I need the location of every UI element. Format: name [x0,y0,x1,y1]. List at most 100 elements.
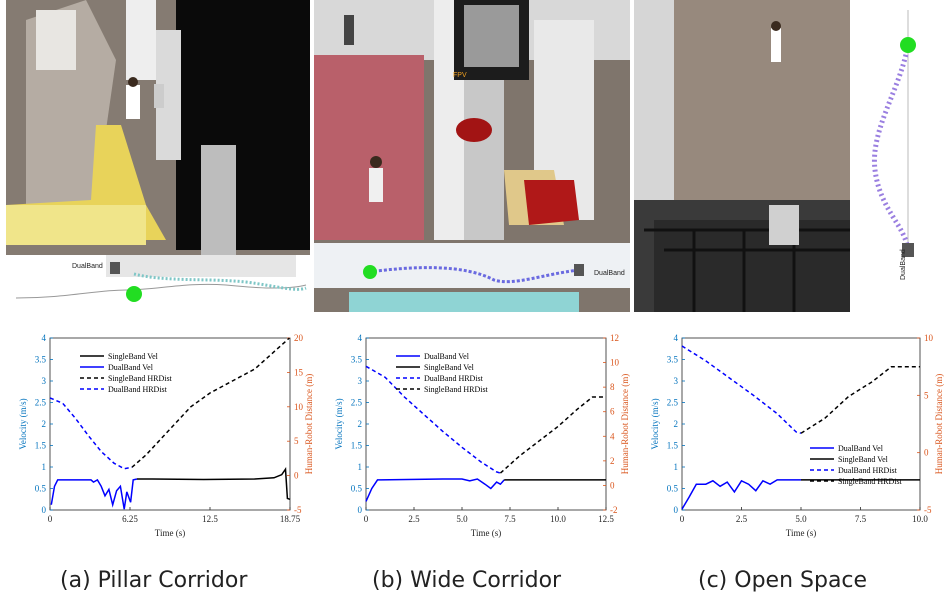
y-left-tick-label: 3.5 [667,355,679,365]
legend-label: SingleBand Vel [424,363,475,372]
y-left-tick-label: 1.5 [35,441,47,451]
y-right-axis-label: Human-Robot Distance (m) [620,374,630,474]
legend-label: DualBand HRDist [838,466,898,475]
y-right-tick-label: 8 [610,382,615,392]
legend-label: DualBand Vel [108,363,154,372]
simulation-image-open-space [634,0,850,312]
y-left-tick-label: 0.5 [35,484,47,494]
y-left-tick-label: 3 [42,376,47,386]
y-right-tick-label: 5 [294,436,299,446]
legend-label: DualBand HRDist [424,374,484,383]
y-left-tick-label: 1 [42,462,47,472]
x-tick-label: 10.0 [550,514,566,524]
y-left-tick-label: 1 [674,462,679,472]
legend-label: DualBand HRDist [108,385,168,394]
y-right-tick-label: -5 [924,505,932,515]
plot-area [681,337,921,511]
y-left-tick-label: 2 [42,419,47,429]
x-axis-label: Time (s) [471,528,501,538]
y-left-tick-label: 3.5 [35,355,47,365]
y-left-tick-label: 1.5 [667,441,679,451]
y-left-tick-label: 2 [674,419,679,429]
legend-label: SingleBand Vel [838,455,889,464]
y-left-tick-label: 3 [674,376,679,386]
x-tick-label: 12.5 [598,514,614,524]
y-left-tick-label: 4 [358,333,363,343]
series-line-dualband-hrdist [365,365,501,474]
dualband-label-b: DualBand [594,270,625,277]
chart-svg-a: 0 6.25 12.5 18.75 0 0.5 1 1.5 2 2.5 3 3.5 4 -5 0 5 10 15 2… [18,333,314,538]
y-right-tick-label: 10 [610,358,620,368]
legend-label: SingleBand Vel [108,352,159,361]
y-left-tick-label: 4 [674,333,679,343]
caption-c: (c) Open Space [698,568,868,593]
y-left-tick-label: 0.5 [351,484,363,494]
trajectory-path [871,10,916,257]
x-tick-label: 5.0 [795,514,807,524]
y-right-tick-label: 0 [610,480,615,490]
dualband-label-d: DualBand [900,249,907,280]
chart-wide-corridor: 0 2.5 5.0 7.5 10.0 12.5 0 0.5 1 1.5 2 2.5 3 3.5 4 -2 0 2 4… [316,330,632,560]
y-left-tick-label: 4 [42,333,47,343]
chart-svg-b: 0 2.5 5.0 7.5 10.0 12.5 0 0.5 1 1.5 2 2.5 3 3.5 4 -2 0 2 4… [334,333,630,538]
series-line-dualband-vel [365,478,505,502]
series-line-dualband-vel [50,478,138,510]
y-right-tick-label: 2 [610,456,615,466]
y-left-tick-label: 0 [42,505,47,515]
pillar-corridor-scene [6,0,310,312]
dualband-label-a: DualBand [72,263,103,270]
legend-label: SingleBand HRDist [424,385,489,394]
x-tick-label: 0 [364,514,369,524]
plot-area [49,337,291,511]
series-line-dualband-hrdist [49,397,133,470]
x-tick-label: 12.5 [202,514,218,524]
x-tick-label: 7.5 [504,514,516,524]
y-right-tick-label: 6 [610,407,615,417]
chart-svg-c: 0 2.5 5.0 7.5 10.0 0 0.5 1 1.5 2 2.5 3 3.5 4 -5 0 5 10 Tim… [650,333,944,538]
y-right-tick-label: 4 [610,431,615,441]
y-right-tick-label: 12 [610,333,619,343]
open-space-scene [634,0,850,312]
simulation-image-wide-corridor: FPV DualBand [314,0,630,312]
x-tick-label: 0 [680,514,685,524]
y-right-tick-label: 0 [294,471,299,481]
x-tick-label: 10.0 [912,514,928,524]
y-left-tick-label: 2 [358,419,363,429]
y-right-axis-label: Human-Robot Distance (m) [304,374,314,474]
fpv-label: FPV [453,72,467,79]
y-right-tick-label: -2 [610,505,618,515]
y-left-tick-label: 0.5 [667,484,679,494]
series-line-singleband-hrdist [131,337,290,468]
chart-pillar-corridor: 0 6.25 12.5 18.75 0 0.5 1 1.5 2 2.5 3 3.5 4 -5 0 5 10 15 2… [0,330,316,560]
legend-label: SingleBand HRDist [108,374,173,383]
x-tick-label: 2.5 [408,514,420,524]
series-line-singleband-hrdist [800,365,920,434]
legend-label: DualBand Vel [838,444,884,453]
x-axis-label: Time (s) [155,528,185,538]
chart-open-space: 0 2.5 5.0 7.5 10.0 0 0.5 1 1.5 2 2.5 3 3.5 4 -5 0 5 10 Tim… [632,330,946,560]
y-right-tick-label: 15 [294,367,304,377]
y-right-tick-label: 5 [924,390,929,400]
y-left-tick-label: 1.5 [351,441,363,451]
y-left-axis-label: Velocity (m/s) [334,398,344,449]
y-left-axis-label: Velocity (m/s) [18,398,28,449]
x-tick-label: 18.75 [280,514,301,524]
y-left-tick-label: 2.5 [667,398,679,408]
y-left-tick-label: 2.5 [351,398,363,408]
y-right-tick-label: 10 [924,333,934,343]
x-tick-label: 6.25 [122,514,138,524]
wide-corridor-scene [314,0,630,312]
simulation-image-pillar-corridor: DualBand [6,0,310,312]
series-line-singleband-hrdist [499,396,606,474]
series-line-singleband-vel [137,466,291,501]
y-left-axis-label: Velocity (m/s) [650,398,660,449]
y-right-tick-label: 10 [294,402,304,412]
y-left-tick-label: 2.5 [35,398,47,408]
y-right-tick-label: -5 [294,505,302,515]
x-tick-label: 2.5 [736,514,748,524]
x-axis-label: Time (s) [786,528,816,538]
x-tick-label: 0 [48,514,53,524]
y-left-tick-label: 0 [674,505,679,515]
x-tick-label: 7.5 [855,514,867,524]
series-line-dualband-vel [681,479,801,510]
